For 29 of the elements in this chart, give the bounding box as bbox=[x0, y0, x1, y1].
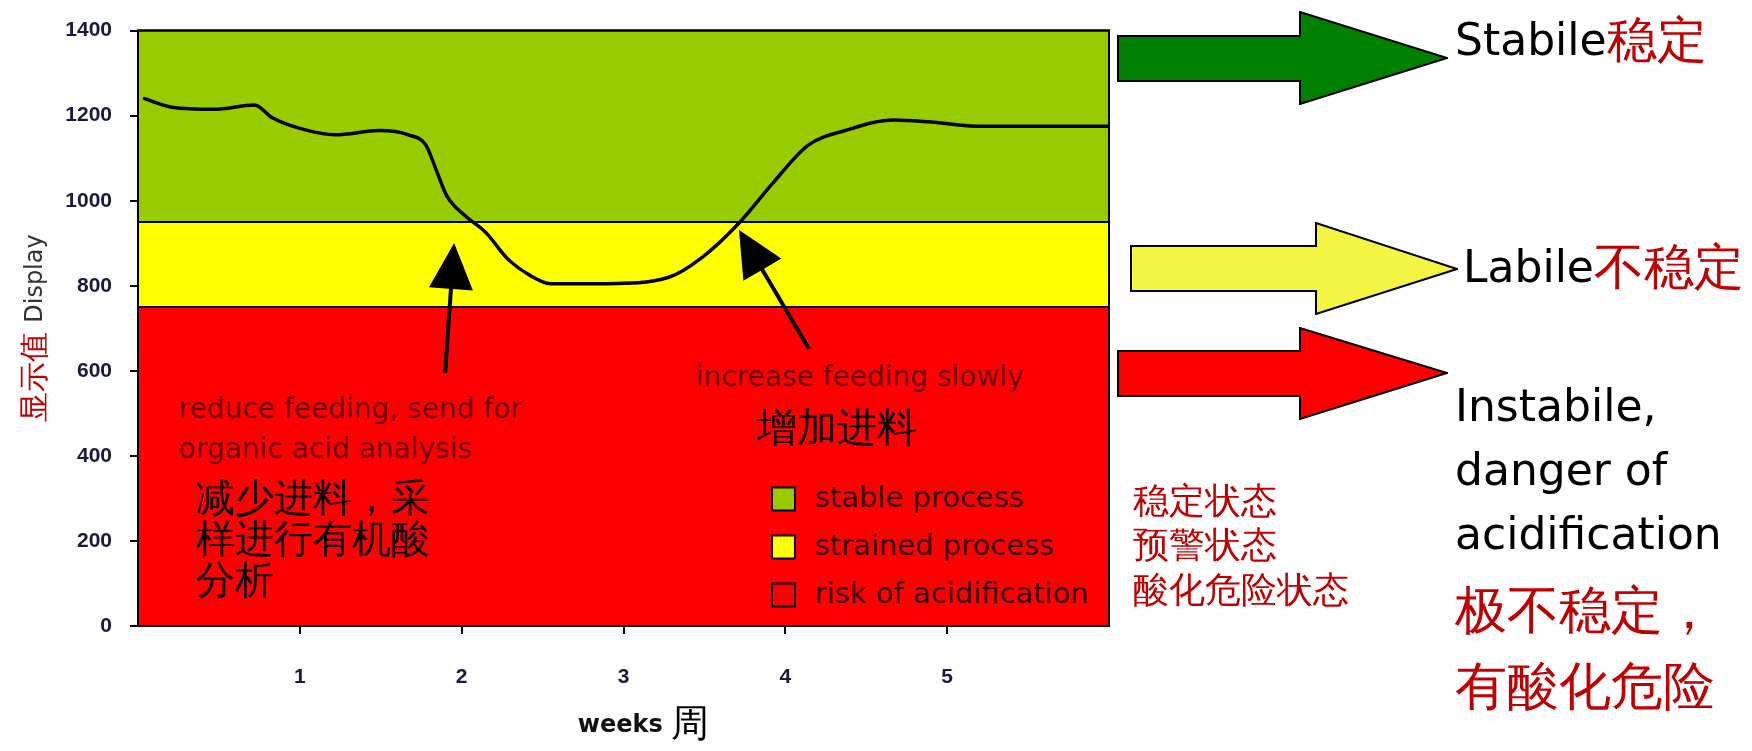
x-tick-label: 2 bbox=[455, 664, 468, 688]
y-tick-label: 1200 bbox=[65, 102, 112, 126]
legend-label: strained process bbox=[814, 527, 1055, 562]
y-tick-label: 800 bbox=[76, 272, 112, 296]
x-tick-label: 1 bbox=[293, 664, 306, 688]
text: Stabile稳定 bbox=[1455, 10, 1707, 69]
text: 极不稳定，有酸化危险 bbox=[1454, 579, 1715, 716]
text: 酸化危险状态 bbox=[1133, 569, 1349, 611]
y-tick-label: 600 bbox=[76, 357, 112, 381]
band-label: risk of acidification bbox=[814, 575, 1090, 610]
annotation: 增加进料 bbox=[756, 404, 917, 451]
text: Instabile, danger of acidification bbox=[1455, 380, 1722, 560]
y-tick-label: 0 bbox=[100, 612, 112, 636]
annotation: 减少进料，采样进行有机酸分析 bbox=[196, 475, 430, 603]
x-axis-title: weeks 周 bbox=[577, 700, 710, 745]
y-axis-title: 显示值 Display bbox=[15, 234, 51, 423]
y-tick-label: 1400 bbox=[65, 17, 112, 41]
y-tick-label: 200 bbox=[76, 527, 112, 551]
text: 稳定状态 bbox=[1133, 480, 1277, 522]
text: 预警状态 bbox=[1133, 524, 1277, 566]
y-tick-label: 1000 bbox=[65, 187, 112, 211]
text: Labile不稳定 bbox=[1463, 237, 1744, 296]
y-tick-label: 400 bbox=[76, 442, 112, 466]
x-tick-label: 4 bbox=[779, 664, 792, 688]
x-tick-label: 5 bbox=[941, 664, 954, 688]
x-tick-label: 3 bbox=[617, 664, 630, 688]
annotation: increase feeding slowly bbox=[696, 360, 1024, 394]
legend-label: stable process bbox=[814, 479, 1025, 514]
annotation: reduce feeding, send for organic acid analysis bbox=[179, 392, 523, 466]
